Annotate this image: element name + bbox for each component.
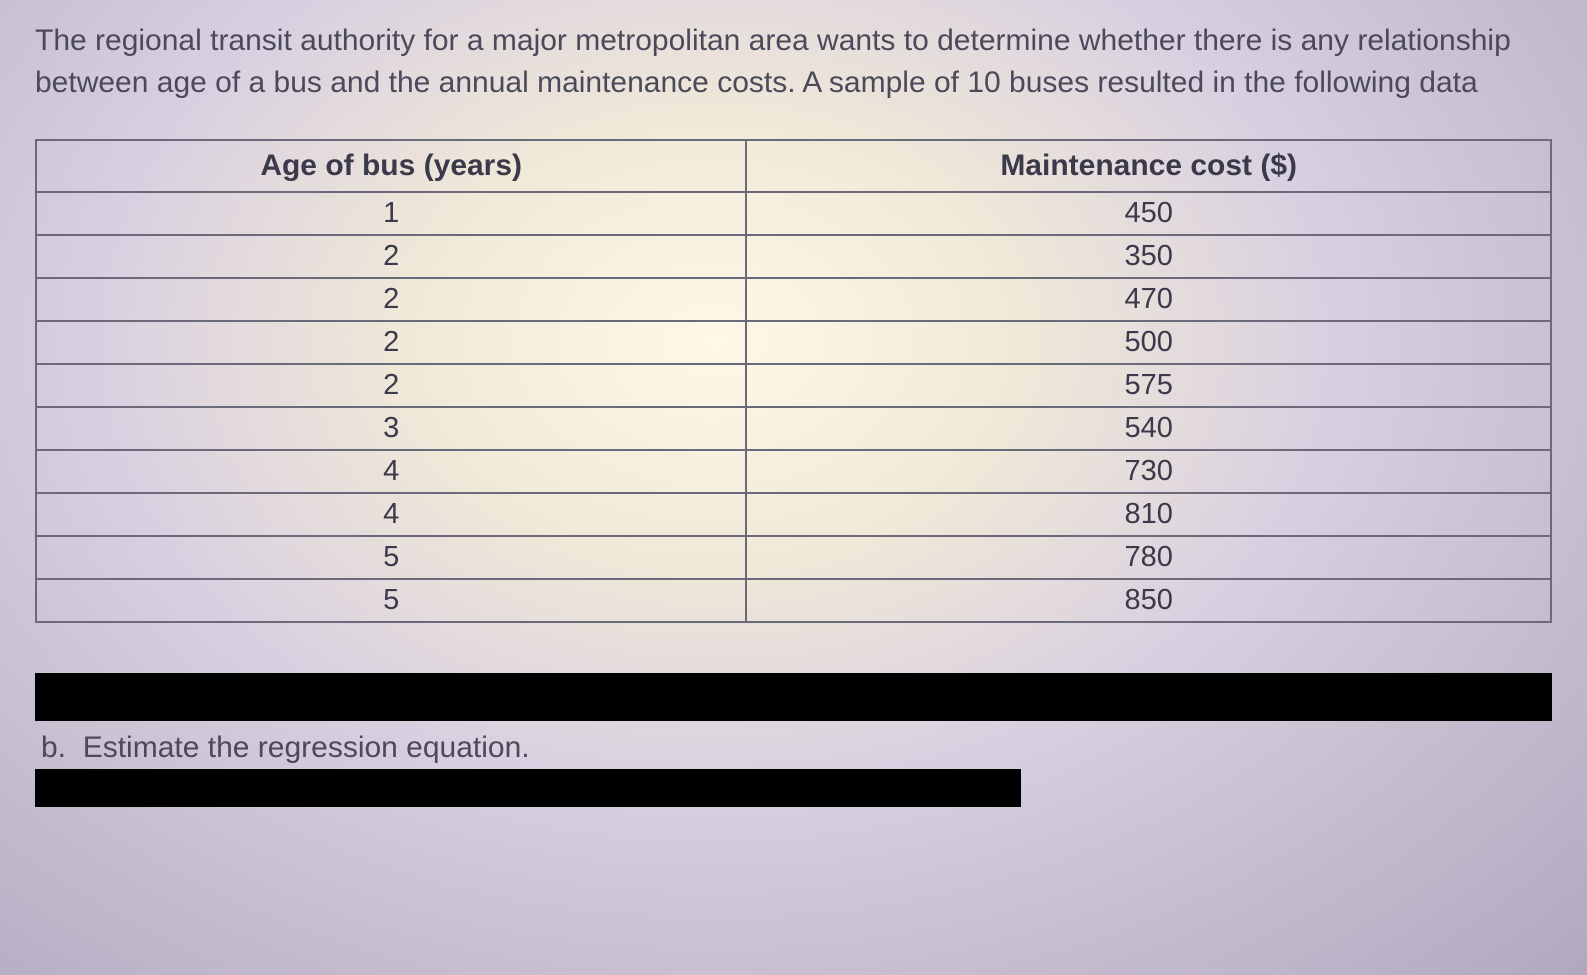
- cell-age: 2: [36, 321, 746, 364]
- cell-age: 1: [36, 192, 746, 235]
- table-row: 3 540: [36, 407, 1551, 450]
- cell-age: 5: [36, 536, 746, 579]
- cell-cost: 780: [746, 536, 1551, 579]
- table-row: 2 500: [36, 321, 1551, 364]
- table-row: 2 350: [36, 235, 1551, 278]
- cell-cost: 850: [746, 579, 1551, 622]
- cell-cost: 470: [746, 278, 1551, 321]
- cell-cost: 730: [746, 450, 1551, 493]
- table-row: 5 780: [36, 536, 1551, 579]
- cell-cost: 500: [746, 321, 1551, 364]
- data-table: Age of bus (years) Maintenance cost ($) …: [35, 139, 1552, 623]
- column-header-cost: Maintenance cost ($): [746, 140, 1551, 192]
- cell-cost: 540: [746, 407, 1551, 450]
- table-row: 4 730: [36, 450, 1551, 493]
- cell-age: 4: [36, 493, 746, 536]
- question-b: b. Estimate the regression equation.: [35, 727, 1552, 769]
- cell-cost: 810: [746, 493, 1551, 536]
- table-row: 2 575: [36, 364, 1551, 407]
- cell-age: 4: [36, 450, 746, 493]
- table-row: 1 450: [36, 192, 1551, 235]
- table-row: 5 850: [36, 579, 1551, 622]
- table-row: 2 470: [36, 278, 1551, 321]
- cell-cost: 575: [746, 364, 1551, 407]
- table-header-row: Age of bus (years) Maintenance cost ($): [36, 140, 1551, 192]
- cell-cost: 450: [746, 192, 1551, 235]
- column-header-age: Age of bus (years): [36, 140, 746, 192]
- cell-age: 2: [36, 278, 746, 321]
- problem-statement: The regional transit authority for a maj…: [35, 20, 1552, 104]
- question-b-text: Estimate the regression equation.: [83, 731, 530, 764]
- cell-age: 2: [36, 364, 746, 407]
- cell-age: 5: [36, 579, 746, 622]
- redaction-bar-bottom: [35, 769, 1021, 807]
- redaction-bar-top: [35, 673, 1552, 721]
- cell-age: 3: [36, 407, 746, 450]
- cell-cost: 350: [746, 235, 1551, 278]
- cell-age: 2: [36, 235, 746, 278]
- table-row: 4 810: [36, 493, 1551, 536]
- question-b-label: b.: [41, 731, 66, 764]
